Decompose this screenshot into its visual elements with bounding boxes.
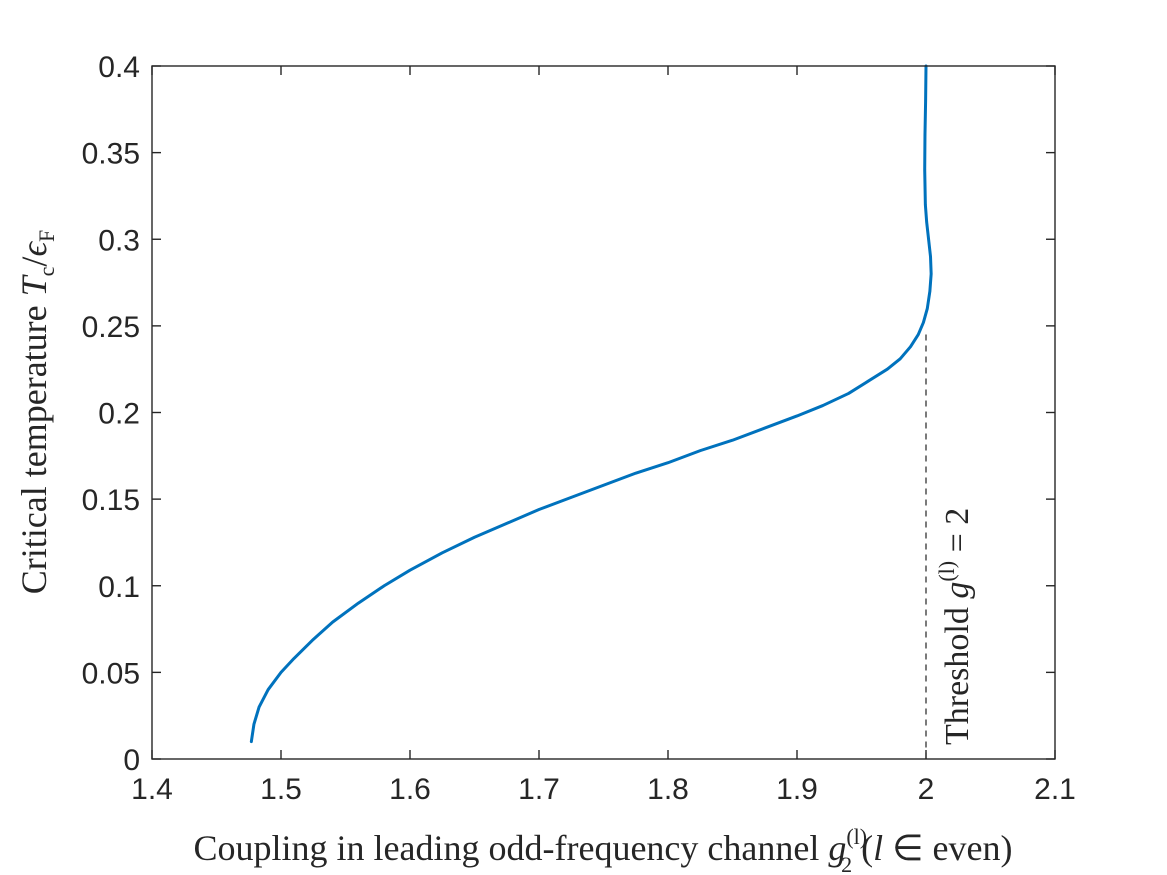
- data-point: [250, 740, 253, 743]
- y-tick-label: 0.4: [98, 51, 140, 84]
- data-point: [441, 551, 444, 555]
- data-point: [886, 367, 889, 371]
- y-axis-label: Critical temperature Tc/ϵF: [14, 230, 59, 594]
- y-tick-label: 0.35: [82, 138, 140, 171]
- data-point: [917, 333, 920, 336]
- data-point: [408, 568, 412, 572]
- data-point: [699, 449, 702, 452]
- data-point: [929, 272, 933, 276]
- data-point: [909, 345, 912, 348]
- data-point: [666, 461, 670, 464]
- x-tick-label: 1.8: [647, 773, 689, 806]
- y-tick-label: 0.25: [82, 311, 140, 344]
- plot-background: [152, 66, 1055, 759]
- x-tick-label: 1.7: [518, 773, 560, 806]
- data-point: [866, 380, 870, 383]
- series-line: [249, 64, 933, 744]
- data-point: [923, 134, 927, 137]
- data-point: [763, 426, 766, 430]
- data-point: [537, 508, 541, 511]
- data-point: [505, 522, 508, 525]
- data-point: [899, 357, 902, 360]
- y-tick-label: 0.1: [98, 571, 140, 604]
- data-point: [357, 601, 360, 605]
- x-tick-label: 1.5: [260, 773, 302, 806]
- y-tick-label: 0.05: [82, 657, 140, 690]
- data-point: [925, 220, 928, 224]
- data-point: [252, 723, 256, 726]
- data-point: [634, 471, 637, 475]
- data-point: [331, 620, 334, 624]
- data-point: [795, 414, 799, 418]
- data-point: [257, 705, 261, 709]
- data-point: [266, 688, 270, 691]
- data-point: [928, 290, 932, 293]
- x-tick-label: 1.9: [776, 773, 818, 806]
- x-tick-label: 1.4: [131, 773, 173, 806]
- data-point: [927, 238, 930, 241]
- data-point: [847, 392, 850, 395]
- y-tick-label: 0.3: [98, 224, 140, 257]
- data-point: [929, 255, 932, 258]
- y-tick-label: 0.2: [98, 398, 140, 431]
- data-point: [292, 657, 296, 660]
- data-point: [923, 168, 926, 172]
- data-point: [279, 671, 283, 674]
- data-point: [926, 307, 929, 310]
- data-point: [570, 496, 573, 499]
- data-point: [922, 321, 925, 324]
- data-point: [602, 484, 605, 487]
- y-tick-label: 0.15: [82, 484, 140, 517]
- data-point: [383, 584, 386, 587]
- plot-frame: [151, 65, 1056, 760]
- data-point: [312, 638, 315, 641]
- y-tick-label: 0: [123, 744, 140, 777]
- x-tick-label: 2: [918, 773, 935, 806]
- x-tick-label: 1.6: [389, 773, 431, 806]
- x-axis-label: Coupling in leading odd-frequency channe…: [194, 824, 1013, 875]
- data-point: [821, 404, 824, 407]
- threshold-annotation: Threshold g(l) = 2: [934, 508, 976, 745]
- x-tick-label: 2.1: [1034, 773, 1076, 806]
- data-point: [731, 439, 734, 442]
- data-point: [924, 99, 927, 102]
- data-point: [924, 203, 927, 206]
- data-point: [473, 536, 476, 539]
